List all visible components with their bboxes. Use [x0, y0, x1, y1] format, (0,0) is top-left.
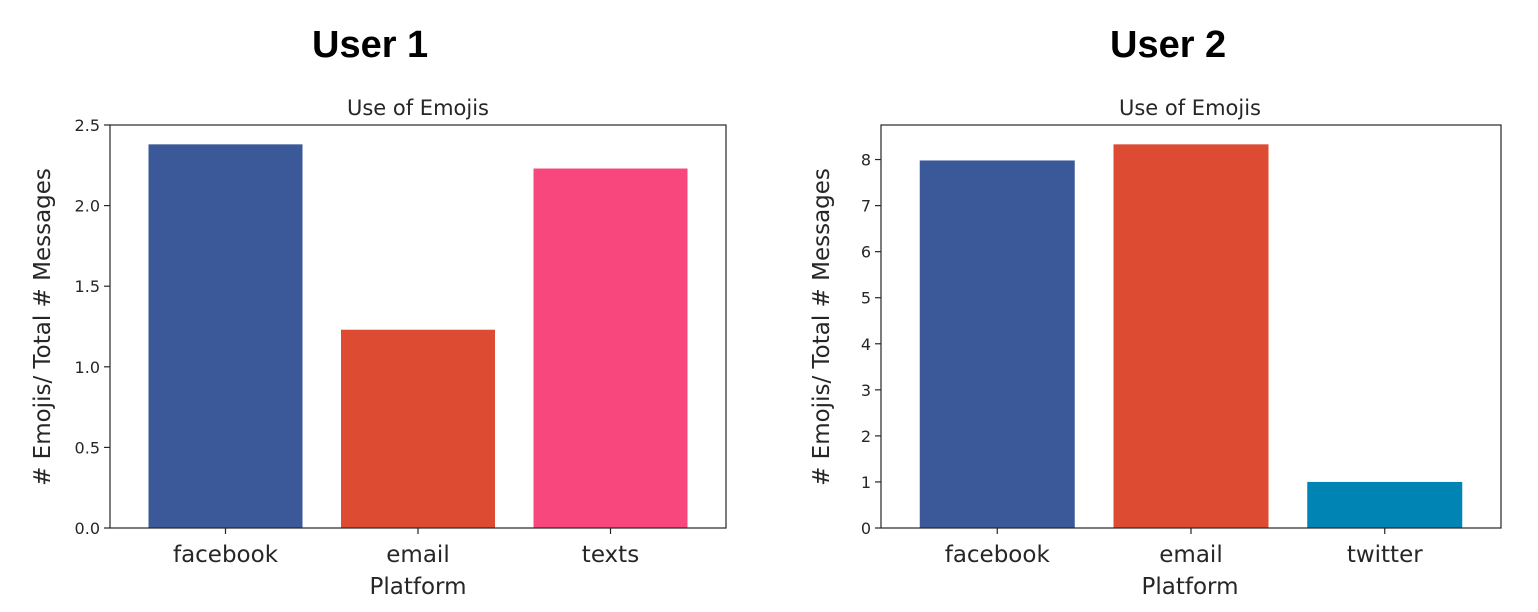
user-2-heading: User 2 [1110, 24, 1227, 66]
user-2-x-tick-label: email [1159, 542, 1222, 568]
user-1-plot-frame [109, 124, 727, 529]
user-1-bar-email [341, 329, 495, 528]
user-1-bar-facebook [148, 144, 303, 528]
user-1-x-axis-label: Platform [370, 574, 467, 600]
user-1-y-tick-label: 1.0 [75, 358, 100, 377]
user-2-y-tick-label: 6 [861, 243, 871, 262]
user-2-y-tick-label: 7 [861, 197, 871, 216]
user-1-x-tick-label: texts [582, 542, 639, 568]
user-1-chart-title: Use of Emojis [347, 96, 489, 120]
user-1-x-tick-label: email [386, 542, 449, 568]
user-2-y-tick-label: 4 [861, 335, 871, 354]
user-2-bar-twitter [1307, 481, 1463, 528]
user-2-y-tick-label: 0 [861, 519, 871, 538]
user-1-y-tick-label: 2.0 [75, 197, 100, 216]
user-1-y-tick-label: 2.5 [75, 116, 100, 135]
user-2-x-axis-label: Platform [1142, 574, 1239, 600]
user-2-x-tick-label: facebook [945, 542, 1051, 568]
user-2-y-axis-label: # Emojis/ Total # Messages [809, 168, 835, 486]
user-2-plot-frame [880, 124, 1502, 529]
user-2-bar-chart: Use of Emojis # Emojis/ Total # Messages… [809, 96, 1502, 600]
user-2-y-tick-label: 5 [861, 289, 871, 308]
chart-panel-user-1: User 1 Use of Emojis # Emojis/ Total # M… [30, 24, 727, 600]
user-2-y-tick-label: 1 [861, 473, 871, 492]
user-2-x-tick-label: twitter [1347, 542, 1423, 568]
user-1-y-tick-label: 1.5 [75, 277, 100, 296]
user-1-bar-texts [533, 168, 688, 529]
user-1-y-axis-label: # Emojis/ Total # Messages [30, 168, 56, 486]
chart-panel-user-2: User 2 Use of Emojis # Emojis/ Total # M… [769, 0, 1538, 612]
user-1-x-tick-label: facebook [173, 542, 279, 568]
user-2-bar-email [1113, 144, 1269, 528]
user-2-y-tick-label: 8 [861, 151, 871, 170]
user-2-y-tick-label: 2 [861, 427, 871, 446]
user-1-heading: User 1 [312, 24, 429, 66]
user-1-y-tick-label: 0.0 [75, 519, 100, 538]
user-2-chart-title: Use of Emojis [1119, 96, 1261, 120]
user-2-bar-facebook [919, 160, 1075, 529]
user-2-y-tick-label: 3 [861, 381, 871, 400]
user-1-bar-chart: Use of Emojis # Emojis/ Total # Messages… [30, 96, 727, 600]
user-1-y-tick-label: 0.5 [75, 438, 100, 457]
